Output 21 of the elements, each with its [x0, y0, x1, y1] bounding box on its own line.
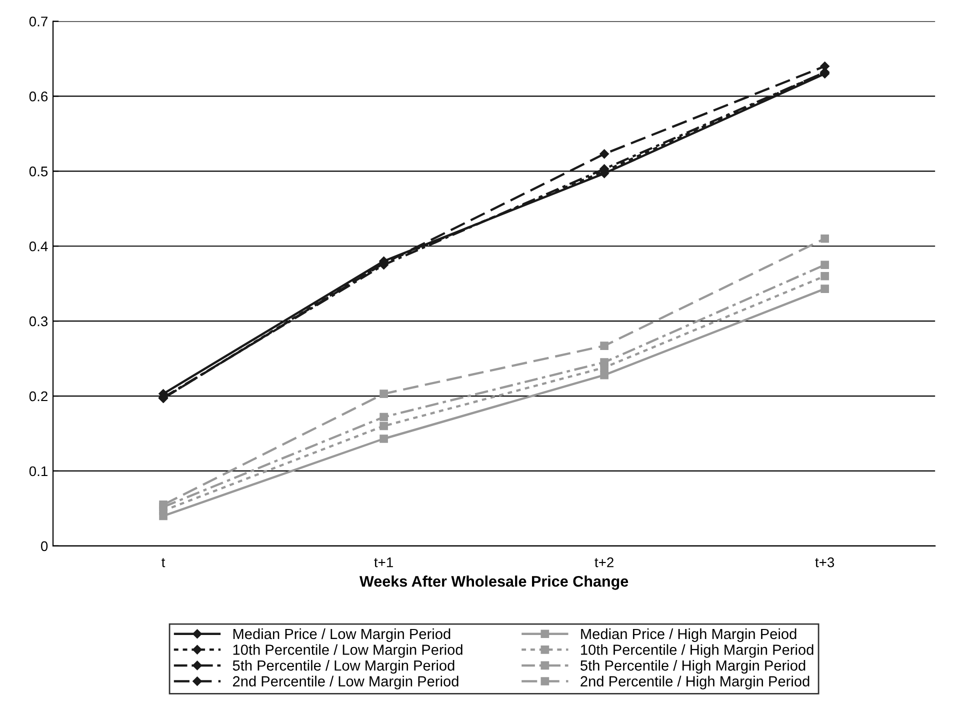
y-tick-label: 0.4 [29, 241, 48, 252]
x-tick-label: t+3 [815, 557, 834, 568]
y-tick-label: 0 [40, 541, 48, 552]
y-tick-label: 0.7 [29, 16, 48, 26]
y-tick-label: 0.3 [29, 316, 48, 326]
x-axis-title: Weeks After Wholesale Price Change [359, 576, 628, 590]
legend-label: 5th Percentile / Low Margin Period [232, 660, 454, 674]
y-tick-label: 0.5 [29, 166, 48, 176]
legend-label: 2nd Percentile / High Margin Period [580, 676, 810, 690]
x-tick-label: t [162, 558, 166, 568]
legend-label: 10th Percentile / High Margin Period [581, 644, 814, 658]
legend-label: Median Price / Low Margin Period [233, 628, 450, 642]
x-tick-label: t+1 [374, 558, 393, 568]
x-tick-label: t+2 [594, 557, 614, 568]
legend-label: 10th Percentile / Low Margin Period [233, 644, 462, 658]
legend-label: Median Price / High Margin Peiod [581, 628, 796, 642]
legend-label: 5th Percentile / High Margin Period [580, 660, 806, 674]
y-tick-label: 0.6 [29, 92, 48, 102]
y-tick-label: 0.2 [29, 391, 48, 402]
y-tick-label: 0.1 [29, 466, 48, 476]
legend-label: 2nd Percentile / Low Margin Period [232, 676, 458, 690]
